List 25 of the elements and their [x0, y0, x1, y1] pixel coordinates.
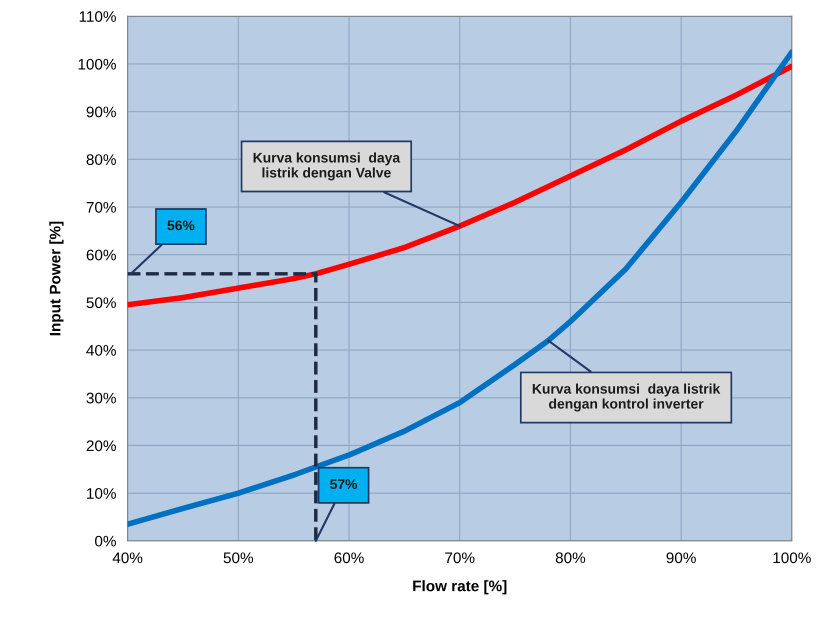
annotation: 56%	[167, 220, 194, 230]
y-axis-title: Input Power [%]	[49, 222, 64, 336]
x-tick-label: 80%	[556, 552, 586, 564]
y-tick-label: 100%	[78, 58, 116, 70]
x-tick-label: 100%	[773, 552, 811, 564]
x-tick-label: 90%	[666, 552, 696, 564]
y-tick-label: 20%	[86, 440, 116, 452]
y-tick-label: 90%	[86, 106, 116, 118]
x-tick-label: 70%	[445, 552, 474, 564]
y-tick-label: 30%	[86, 392, 116, 404]
annotation: Kurva konsumsi daya listrik dengan Valve	[254, 152, 400, 180]
annotation: 57%	[330, 479, 358, 490]
x-axis-title: Flow rate [%]	[413, 580, 506, 594]
x-tick-label: 60%	[334, 552, 364, 564]
y-tick-label: 110%	[80, 11, 116, 22]
x-tick-label: 40%	[112, 552, 142, 564]
y-tick-label: 60%	[86, 250, 116, 260]
annotation: Kurva konsumsi daya listrik dengan kontrol inverter	[532, 384, 720, 412]
y-tick-label: 80%	[86, 154, 116, 166]
y-tick-label: 50%	[86, 297, 116, 308]
y-tick-label: 40%	[86, 344, 116, 356]
y-tick-label: 0%	[95, 536, 116, 547]
y-tick-label: 10%	[87, 488, 116, 499]
y-tick-label: 70%	[86, 202, 116, 213]
x-tick-label: 50%	[224, 552, 254, 564]
